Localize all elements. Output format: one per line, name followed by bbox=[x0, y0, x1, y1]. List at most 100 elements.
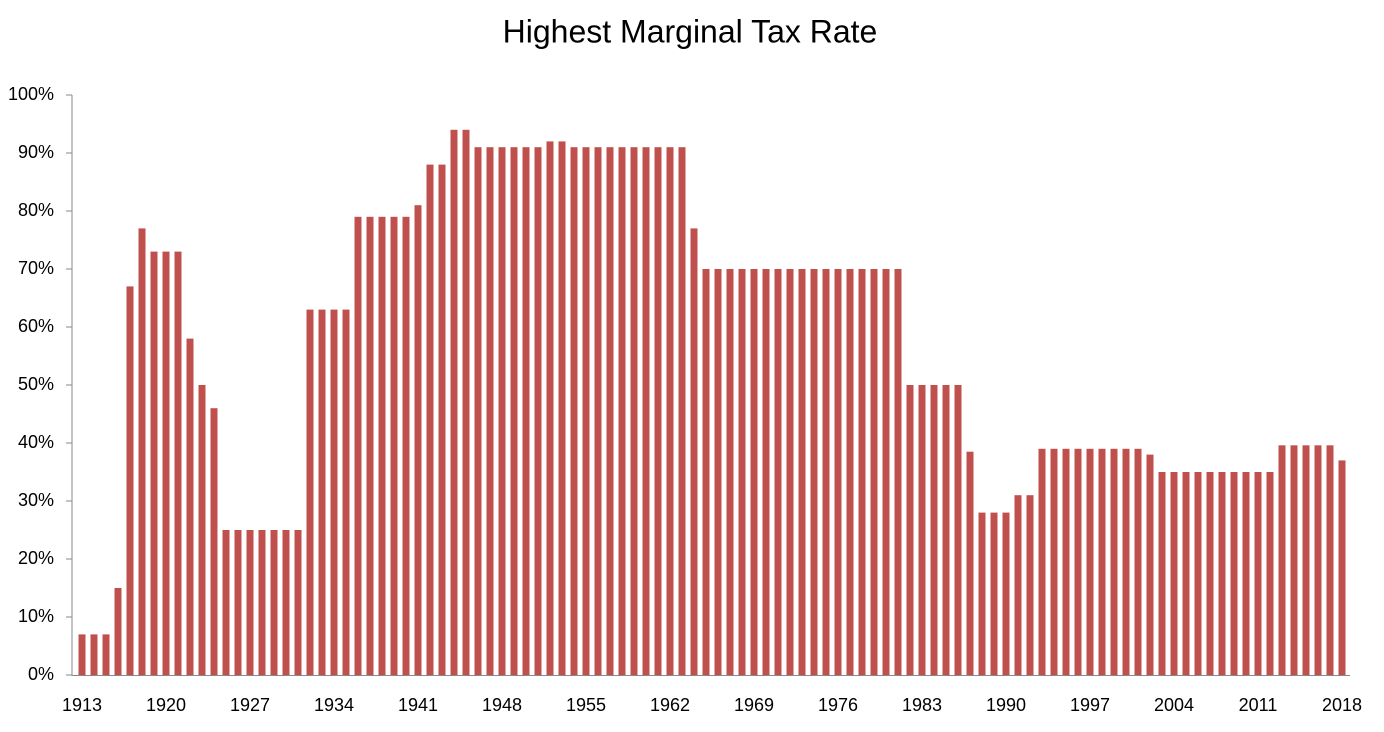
bar bbox=[534, 147, 542, 675]
bar bbox=[570, 147, 578, 675]
bar bbox=[462, 129, 470, 676]
bar bbox=[906, 385, 914, 675]
y-tick-label: 80% bbox=[18, 200, 54, 220]
x-tick-label: 1955 bbox=[566, 695, 606, 715]
bar bbox=[558, 141, 566, 675]
bar bbox=[1338, 460, 1346, 675]
bar bbox=[690, 228, 698, 675]
bar bbox=[114, 588, 122, 675]
bar bbox=[486, 147, 494, 675]
x-tick-label: 1948 bbox=[482, 695, 522, 715]
bar bbox=[498, 147, 506, 675]
x-tick-label: 1990 bbox=[986, 695, 1026, 715]
bar bbox=[282, 530, 290, 675]
bar bbox=[150, 251, 158, 675]
bar bbox=[390, 216, 398, 676]
x-tick-label: 1997 bbox=[1070, 695, 1110, 715]
x-tick-label: 1969 bbox=[734, 695, 774, 715]
y-tick-label: 40% bbox=[18, 432, 54, 452]
bar bbox=[1302, 445, 1310, 675]
bar bbox=[822, 269, 830, 675]
bar bbox=[882, 269, 890, 675]
bar bbox=[78, 634, 86, 675]
bar bbox=[510, 147, 518, 675]
bar bbox=[426, 164, 434, 675]
bar bbox=[810, 269, 818, 675]
bar bbox=[714, 269, 722, 675]
y-tick-label: 100% bbox=[8, 84, 54, 104]
bar bbox=[1002, 512, 1010, 675]
x-tick-label: 1983 bbox=[902, 695, 942, 715]
y-tick-label: 70% bbox=[18, 258, 54, 278]
bar bbox=[174, 251, 182, 675]
bar bbox=[918, 385, 926, 675]
bar bbox=[1290, 445, 1298, 675]
bar bbox=[606, 147, 614, 675]
bar bbox=[246, 530, 254, 675]
bar bbox=[1278, 445, 1286, 675]
bar bbox=[738, 269, 746, 675]
bar bbox=[1050, 448, 1058, 675]
y-tick-label: 50% bbox=[18, 374, 54, 394]
bar bbox=[402, 216, 410, 676]
bar bbox=[1158, 472, 1166, 675]
bar bbox=[1146, 454, 1154, 675]
x-tick-label: 1962 bbox=[650, 695, 690, 715]
bar bbox=[438, 164, 446, 675]
bar bbox=[954, 385, 962, 675]
y-tick-label: 90% bbox=[18, 142, 54, 162]
bar bbox=[330, 309, 338, 675]
bar bbox=[1206, 472, 1214, 675]
bar bbox=[318, 309, 326, 675]
bar bbox=[1026, 495, 1034, 675]
bar bbox=[1074, 448, 1082, 675]
bar bbox=[234, 530, 242, 675]
bar bbox=[1230, 472, 1238, 675]
bar bbox=[1062, 448, 1070, 675]
bar bbox=[654, 147, 662, 675]
bar bbox=[354, 216, 362, 676]
x-tick-label: 1920 bbox=[146, 695, 186, 715]
bar bbox=[618, 147, 626, 675]
bar bbox=[186, 338, 194, 675]
bar bbox=[978, 512, 986, 675]
bar bbox=[762, 269, 770, 675]
bar bbox=[774, 269, 782, 675]
bar bbox=[474, 147, 482, 675]
bar bbox=[222, 530, 230, 675]
bar bbox=[1134, 448, 1142, 675]
bar bbox=[642, 147, 650, 675]
bar bbox=[210, 408, 218, 675]
bar bbox=[990, 512, 998, 675]
x-tick-label: 2018 bbox=[1322, 695, 1362, 715]
x-tick-label: 1976 bbox=[818, 695, 858, 715]
bar bbox=[258, 530, 266, 675]
y-tick-label: 60% bbox=[18, 316, 54, 336]
bar bbox=[342, 309, 350, 675]
bar bbox=[1194, 472, 1202, 675]
bar bbox=[1182, 472, 1190, 675]
bar bbox=[1314, 445, 1322, 675]
bar bbox=[786, 269, 794, 675]
x-tick-label: 2011 bbox=[1239, 695, 1278, 715]
x-tick-label: 1913 bbox=[62, 695, 102, 715]
bar bbox=[1110, 448, 1118, 675]
bar bbox=[366, 216, 374, 676]
bar bbox=[294, 530, 302, 675]
bar bbox=[306, 309, 314, 675]
bar bbox=[1014, 495, 1022, 675]
bar bbox=[1242, 472, 1250, 675]
bar bbox=[1086, 448, 1094, 675]
y-tick-label: 30% bbox=[18, 490, 54, 510]
bar bbox=[894, 269, 902, 675]
bar bbox=[522, 147, 530, 675]
y-tick-label: 20% bbox=[18, 548, 54, 568]
y-tick-label: 10% bbox=[18, 606, 54, 626]
bar bbox=[930, 385, 938, 675]
bar bbox=[630, 147, 638, 675]
bar bbox=[870, 269, 878, 675]
bar bbox=[966, 451, 974, 675]
bar bbox=[1038, 448, 1046, 675]
